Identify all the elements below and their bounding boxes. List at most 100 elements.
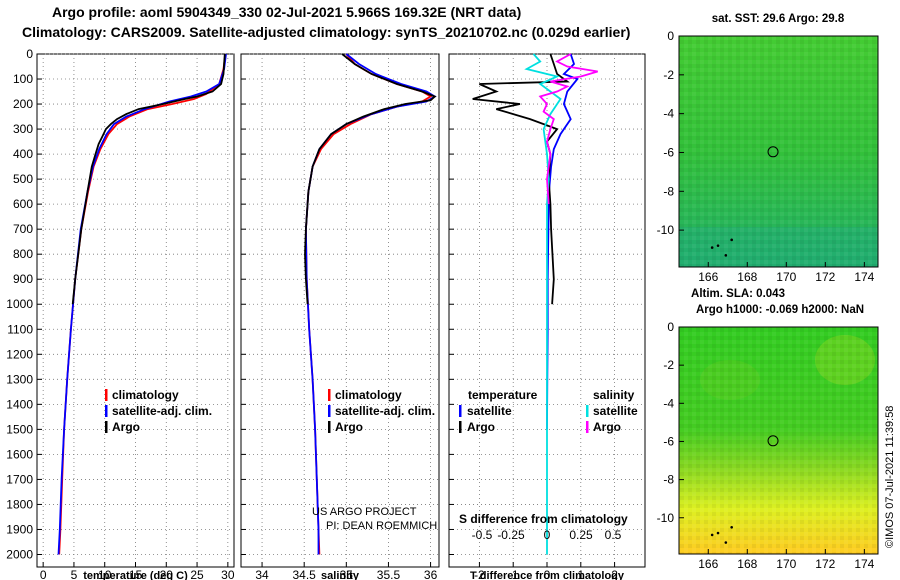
y-tick-label: -6: [663, 145, 674, 159]
legend-temperature-header: temperature: [468, 388, 538, 402]
s-tick-label: 0.25: [569, 528, 593, 542]
x-axis-label: temperature (deg C): [83, 570, 188, 580]
y-tick-label: 100: [13, 72, 33, 86]
x-tick-label: 170: [776, 270, 796, 284]
y-tick-label: 500: [13, 172, 33, 186]
y-tick-label: 1300: [6, 372, 33, 386]
legend-swatch: [586, 421, 589, 433]
y-tick-label: 1000: [6, 297, 33, 311]
series-argo: [71, 53, 226, 305]
map-title-line-2: Argo h1000: -0.069 h2000: NaN: [696, 304, 864, 316]
x-tick-label: 34.5: [293, 568, 317, 580]
x-tick-label: 170: [776, 557, 796, 571]
series-argo: [304, 53, 437, 305]
map-frame: [678, 35, 879, 268]
map-frame: [678, 326, 879, 555]
panel-sst-map: 166 168 170 172 174 0 -2 -4 -6 -8 -10 sat. SST: 29.…: [657, 13, 879, 284]
legend-swatch: [105, 421, 108, 433]
y-tick-label: -6: [663, 434, 674, 448]
x-tick-label: 36: [424, 568, 438, 580]
y-tick-label: 800: [13, 247, 33, 261]
y-tick-label: -8: [663, 473, 674, 487]
legend-label: Argo: [593, 420, 621, 434]
y-tick-label: 1600: [6, 447, 33, 461]
y-tick-label: 700: [13, 222, 33, 236]
legend-label: climatology: [112, 388, 179, 402]
x-tick-label: 25: [190, 568, 204, 580]
x-axis-label: salinity: [321, 570, 360, 580]
y-tick-label: 1500: [6, 422, 33, 436]
y-tick-label: 300: [13, 122, 33, 136]
y-tick-label: 1100: [7, 322, 33, 336]
panel-sla-map: 166 168 170 172 174 0 -2 -4 -6 -8 -10 Altim. SLA: 0…: [657, 288, 879, 571]
y-tick-label: -2: [663, 68, 674, 82]
legend-swatch: [328, 421, 331, 433]
island-marker: [730, 525, 733, 529]
panel-temperature: 0100200300400500600700800900100011001200…: [6, 47, 235, 580]
legend-label: climatology: [335, 388, 402, 402]
title-line-2: Climatology: CARS2009. Satellite-adjuste…: [22, 24, 631, 40]
imos-credit: ©IMOS 07-Jul-2021 11:39:58: [884, 406, 896, 548]
legend-label: satellite-adj. clim.: [112, 404, 212, 418]
s-tick-label: 0: [544, 528, 551, 542]
x-tick-label: 20: [160, 568, 174, 580]
island-marker: [724, 254, 728, 257]
map-title-line-1: Altim. SLA: 0.043: [691, 288, 785, 300]
x-tick-label: 2: [611, 568, 618, 580]
legend-swatch: [328, 389, 331, 401]
y-tick-label: 1700: [6, 472, 33, 486]
x-tick-label: 0: [40, 568, 47, 580]
legend-label: satellite-adj. clim.: [335, 404, 435, 418]
legend-label: satellite: [593, 404, 638, 418]
map-title: sat. SST: 29.6 Argo: 29.8: [712, 13, 845, 25]
x-tick-label: -2: [474, 568, 485, 580]
argo-position-marker: [767, 146, 779, 158]
legend-label: satellite: [467, 404, 512, 418]
y-tick-label: 200: [13, 97, 33, 111]
y-tick-label: 0: [667, 29, 674, 43]
x-tick-label: 168: [737, 270, 757, 284]
series-satellite-adj-clim-: [57, 53, 227, 555]
series-salinity-satellite: [524, 53, 562, 555]
x-tick-label: 30: [221, 568, 235, 580]
title-line-1: Argo profile: aoml 5904349_330 02-Jul-20…: [52, 4, 522, 20]
legend-swatch: [459, 405, 462, 417]
series-salinity-argo: [538, 53, 598, 205]
legend-swatch: [586, 405, 589, 417]
island-marker: [716, 531, 720, 535]
y-tick-label: 2000: [6, 547, 33, 561]
y-tick-label: -4: [663, 396, 674, 410]
panel-salinity: 34 34.5 35 35.5 36 salinity climatology satelli…: [240, 53, 440, 580]
legend-label: Argo: [467, 420, 495, 434]
y-tick-label: 1200: [6, 347, 33, 361]
y-tick-label: 0: [26, 47, 33, 61]
x-tick-label: 174: [854, 270, 874, 284]
y-tick-label: 0: [667, 320, 674, 334]
island-marker: [724, 541, 728, 544]
island-marker: [730, 238, 733, 242]
x-tick-label: 34: [255, 568, 269, 580]
x-tick-label: 5: [71, 568, 78, 580]
x-tick-label: 15: [129, 568, 143, 580]
plot-frame: [240, 53, 440, 568]
argo-position-marker: [767, 435, 779, 447]
s-difference-title: S difference from climatology: [459, 512, 628, 526]
x-tick-label: 35.5: [377, 568, 401, 580]
x-tick-label: 166: [698, 270, 718, 284]
island-marker: [710, 533, 714, 537]
x-tick-label: 0: [544, 568, 551, 580]
panel-difference: -2 -1 0 1 2 temperature salinity satellite satel…: [448, 53, 646, 580]
x-tick-label: 174: [854, 557, 874, 571]
legend-swatch: [328, 405, 331, 417]
y-tick-label: -8: [663, 184, 674, 198]
x-tick-label: 172: [815, 270, 835, 284]
y-tick-label: 600: [13, 197, 33, 211]
legend-label: Argo: [112, 420, 140, 434]
s-tick-label: 0.5: [605, 528, 622, 542]
y-tick-label: -10: [657, 223, 675, 237]
y-tick-label: 900: [13, 272, 33, 286]
y-tick-label: 1400: [6, 397, 33, 411]
legend-salinity-header: salinity: [593, 388, 635, 402]
legend-swatch: [105, 405, 108, 417]
